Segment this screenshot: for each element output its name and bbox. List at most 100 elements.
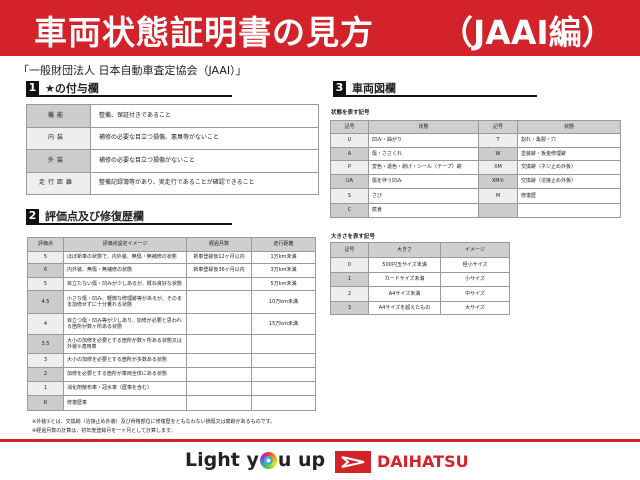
slogan-logo: Light y u up xyxy=(185,449,325,471)
table-cell: T xyxy=(478,133,518,148)
table-row: 1 カードサイズ未満 小サイズ xyxy=(330,272,510,287)
size-symbols-label: 大きさを表す記号 xyxy=(331,234,376,240)
table-row: S さび M 修復歴 xyxy=(330,188,621,204)
table-cell: 5万km未満 xyxy=(251,277,316,291)
table-row: 4 目立つ傷・凹み等が少しあり、加修が必要と思われる箇所が数ヶ所ある状態 15万km… xyxy=(27,313,316,335)
table-row: 機能 整備、保証付きであること xyxy=(26,104,319,128)
star-table: 機能 整備、保証付きであること 内装 補修の必要な目立つ損傷、悪臭等がないこと 外装 補修… xyxy=(26,104,319,195)
table-cell: 変色・退色・剥げ・シール（テープ）跡 xyxy=(368,160,479,175)
table-cell: W xyxy=(478,147,518,161)
table-cell: 修復歴 xyxy=(517,188,621,204)
table-cell: 6 xyxy=(27,263,64,278)
table-cell: A4サイズを超えたもの xyxy=(368,301,441,315)
table-cell: M xyxy=(478,188,518,204)
table-row: 走行距離 整備記録簿等があり、実走行であることが確認できること xyxy=(26,171,319,195)
table-cell: 交換跡（ネジ止め外板） xyxy=(517,160,621,175)
table-cell: 1 xyxy=(27,381,64,396)
score-table: 評価点 評価点設定イメージ 経過月数 走行距離 5 ほぼ新車の状態で、内外装、無傷・無補修… xyxy=(27,237,316,411)
table-cell xyxy=(186,395,252,411)
brand-name: DAIHATSU xyxy=(377,452,469,471)
table-row: 5 目立たない傷・凹みが少しあるが、概ね良好な状態 5万km未満 xyxy=(27,277,316,291)
table-cell xyxy=(251,367,316,382)
column-header: イメージ xyxy=(440,242,510,258)
table-cell: 修復歴車 xyxy=(63,395,187,411)
column-header: 走行距離 xyxy=(251,237,316,252)
table-cell: 2 xyxy=(330,286,369,302)
column-header: 記号 xyxy=(478,120,518,134)
table-cell: 3万km未満 xyxy=(251,263,316,278)
table-cell: 5 xyxy=(27,251,64,264)
table-cell xyxy=(251,381,316,396)
table-cell: 1万km未満 xyxy=(251,251,316,264)
table-cell: カードサイズ未満 xyxy=(368,272,441,287)
table-cell: さび xyxy=(368,188,479,204)
table-cell: 新車登録後36ヶ月以内 xyxy=(186,263,252,278)
table-cell: 大サイズ xyxy=(440,301,510,315)
state-symbols-label: 状態を表す記号 xyxy=(331,110,370,116)
section-number: 3 xyxy=(333,80,346,95)
table-cell: A4サイズ未満 xyxy=(368,286,441,302)
table-row: P 変色・退色・剥げ・シール（テープ）跡 XM 交換跡（ネジ止め外板） xyxy=(330,160,621,175)
header-row: 記号 状態 記号 状態 xyxy=(330,120,621,134)
table-cell: 加修を必要とする箇所が車両全体にある状態 xyxy=(63,367,187,382)
table-cell: 小さな傷・凹み、軽微な修理跡等があるが、そのまま加修せずに十分乗れる状態 xyxy=(63,290,187,314)
section-title: 評価点及び修復歴欄 xyxy=(45,209,144,223)
table-cell: 塗装跡・板金修理跡 xyxy=(517,147,621,161)
row-label: 機能 xyxy=(26,104,91,128)
header-row: 評価点 評価点設定イメージ 経過月数 走行距離 xyxy=(27,237,316,252)
table-row: 3.5 大小の加修を必要とする箇所が数ヶ所ある状態又は外装②適用車 xyxy=(27,334,316,354)
table-cell: UA xyxy=(330,174,369,189)
table-cell: 小サイズ xyxy=(440,272,510,287)
table-cell: 極小サイズ xyxy=(440,257,510,273)
column-header: 経過月数 xyxy=(186,237,252,252)
table-cell: ほぼ新車の状態で、内外装、無傷・無補修の状態 xyxy=(63,251,187,264)
table-cell: 2 xyxy=(27,367,64,382)
table-cell xyxy=(186,334,252,354)
row-value: 整備記録簿等があり、実走行であることが確認できること xyxy=(90,171,319,195)
table-row: 2 加修を必要とする箇所が車両全体にある状態 xyxy=(27,367,316,382)
table-cell: 目立つ傷・凹み等が少しあり、加修が必要と思われる箇所が数ヶ所ある状態 xyxy=(63,313,187,335)
section-title: 車両図欄 xyxy=(352,81,396,95)
page-title-suffix: （JAAI編） xyxy=(440,13,615,52)
table-cell: 割れ・亀裂・穴 xyxy=(517,133,621,148)
table-cell xyxy=(251,334,316,354)
column-header: 状態 xyxy=(368,120,479,134)
table-cell: 大小の加修を必要とする箇所が数ヶ所ある状態又は外装②適用車 xyxy=(63,334,187,354)
rainbow-o-icon xyxy=(259,451,277,469)
column-header: 記号 xyxy=(330,120,369,134)
table-row: 0 500円玉サイズ未満 極小サイズ xyxy=(330,257,510,273)
row-label: 内装 xyxy=(26,126,91,150)
table-cell xyxy=(186,277,252,291)
table-cell: C xyxy=(330,203,369,218)
organization-name: 「一般財団法人 日本自動車査定協会（JAAI）」 xyxy=(18,64,247,77)
table-row: 3 A4サイズを超えたもの 大サイズ xyxy=(330,301,510,315)
table-cell: 15万km未満 xyxy=(251,313,316,335)
column-header: 記号 xyxy=(330,242,369,258)
table-cell: 3.5 xyxy=(27,334,64,354)
note-2: ※経過月数の計算は、初年度登録月を一ヶ月として計算します。 xyxy=(32,428,176,434)
note-1: ※外装②とは、交換跡（溶接止め外装）及び骨格部位に修復歴をともなわない損傷又は腐… xyxy=(32,419,276,425)
column-header: 評価点 xyxy=(27,237,64,252)
table-cell xyxy=(186,313,252,335)
table-row: A 傷・ささくれ W 塗装跡・板金修理跡 xyxy=(330,147,621,161)
table-cell: 1 xyxy=(330,272,369,287)
table-cell: 凹み・曲がり xyxy=(368,133,479,148)
slogan-part: u up xyxy=(277,449,326,471)
table-row: 6 内外装、無傷・無補修の状態 新車登録後36ヶ月以内 3万km未満 xyxy=(27,263,316,278)
section-number: 2 xyxy=(26,208,39,223)
table-cell xyxy=(517,203,621,218)
row-label: 外装 xyxy=(26,149,91,173)
table-cell: 10万km未満 xyxy=(251,290,316,314)
section-number: 1 xyxy=(26,80,39,95)
table-cell: 4.5 xyxy=(27,290,64,314)
table-cell: 3 xyxy=(330,301,369,315)
table-row: C 腐食 xyxy=(330,203,621,218)
table-cell xyxy=(251,395,316,411)
table-row: 1 消化剤散布車・冠水車（歴車を含む） xyxy=(27,381,316,396)
table-cell: 500円玉サイズ未満 xyxy=(368,257,441,273)
table-row: 4.5 小さな傷・凹み、軽微な修理跡等があるが、そのまま加修せずに十分乗れる状態 1… xyxy=(27,290,316,314)
table-cell: 5 xyxy=(27,277,64,291)
table-row: 外装 補修の必要な目立つ損傷がないこと xyxy=(26,149,319,173)
title-band xyxy=(0,0,640,56)
row-value: 補修の必要な目立つ損傷がないこと xyxy=(90,149,319,173)
